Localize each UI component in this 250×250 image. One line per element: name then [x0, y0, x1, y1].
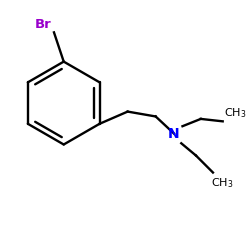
- Text: CH$_3$: CH$_3$: [224, 106, 246, 120]
- Text: N: N: [168, 126, 180, 140]
- Text: CH$_3$: CH$_3$: [210, 176, 233, 190]
- Text: Br: Br: [35, 18, 51, 31]
